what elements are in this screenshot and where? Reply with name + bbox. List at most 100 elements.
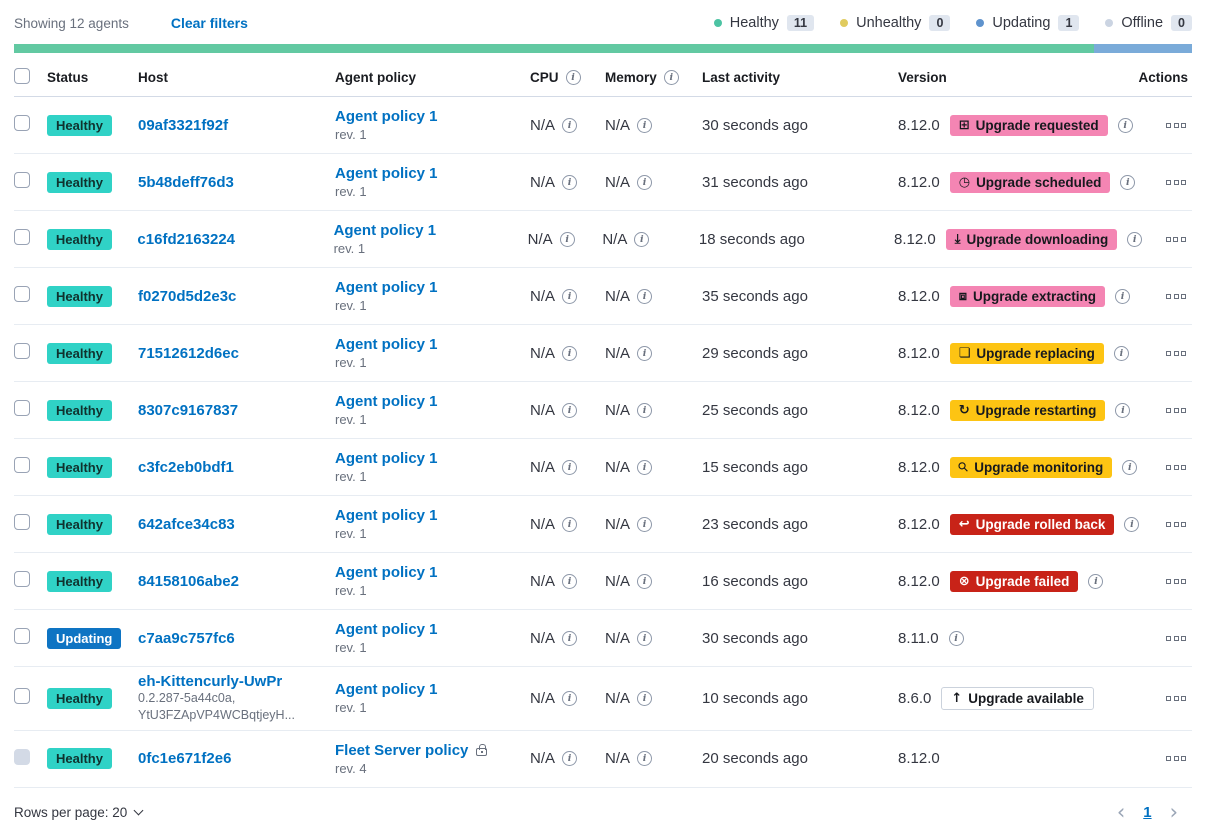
- upgrade-info-icon[interactable]: i: [1120, 174, 1136, 190]
- info-icon[interactable]: i: [637, 117, 653, 133]
- policy-revision: rev. 1: [335, 640, 367, 655]
- row-checkbox[interactable]: [14, 628, 30, 644]
- legend-item-offline[interactable]: Offline 0: [1105, 15, 1192, 31]
- host-link[interactable]: c16fd2163224: [137, 230, 236, 248]
- actions-button[interactable]: [1164, 176, 1188, 189]
- policy-link[interactable]: Agent policy 1: [335, 564, 438, 581]
- info-icon[interactable]: i: [562, 345, 578, 361]
- policy-link[interactable]: Agent policy 1: [335, 507, 438, 524]
- info-icon[interactable]: i: [637, 690, 653, 706]
- legend-item-healthy[interactable]: Healthy 11: [713, 15, 815, 31]
- host-link[interactable]: 8307c9167837: [138, 401, 239, 419]
- table-row: Healthy c3fc2eb0bdf1 Agent policy 1 rev.…: [14, 439, 1192, 496]
- info-icon[interactable]: i: [637, 573, 653, 589]
- upgrade-info-icon[interactable]: i: [1127, 231, 1143, 247]
- policy-link[interactable]: Agent policy 1: [335, 450, 438, 467]
- upgrade-info-icon[interactable]: i: [1124, 516, 1140, 532]
- info-icon[interactable]: i: [637, 459, 653, 475]
- row-checkbox[interactable]: [14, 688, 30, 705]
- info-icon[interactable]: i: [562, 459, 578, 475]
- row-checkbox[interactable]: [14, 343, 30, 359]
- clear-filters-link[interactable]: Clear filters: [170, 15, 248, 31]
- cpu-value: N/A: [530, 116, 556, 134]
- policy-link[interactable]: Agent policy 1: [333, 222, 437, 239]
- info-icon[interactable]: i: [562, 516, 578, 532]
- previous-page-button[interactable]: ‹: [1116, 799, 1126, 824]
- upgrade-info-icon[interactable]: i: [948, 630, 964, 646]
- actions-button[interactable]: [1164, 632, 1188, 645]
- info-icon[interactable]: i: [637, 288, 653, 304]
- info-icon[interactable]: i: [637, 174, 653, 190]
- info-icon[interactable]: i: [637, 402, 653, 418]
- actions-button[interactable]: [1164, 119, 1188, 132]
- info-icon[interactable]: i: [637, 751, 653, 767]
- info-icon[interactable]: i: [562, 690, 578, 706]
- actions-button[interactable]: [1164, 461, 1188, 474]
- row-checkbox[interactable]: [14, 457, 30, 473]
- info-icon[interactable]: i: [637, 516, 653, 532]
- actions-button[interactable]: [1164, 290, 1188, 303]
- info-icon[interactable]: i: [663, 70, 679, 85]
- info-icon[interactable]: i: [565, 70, 581, 85]
- host-link[interactable]: 0fc1e671f2e6: [138, 750, 232, 768]
- host-link[interactable]: eh-Kittencurly-UwPr: [138, 673, 283, 690]
- info-icon[interactable]: i: [562, 751, 578, 767]
- actions-button[interactable]: [1164, 233, 1188, 246]
- host-link[interactable]: 71512612d6ec: [138, 344, 239, 362]
- upgrade-info-icon[interactable]: i: [1117, 117, 1133, 133]
- host-link[interactable]: c7aa9c757fc6: [138, 629, 235, 647]
- row-checkbox[interactable]: [14, 571, 30, 587]
- host-link[interactable]: f0270d5d2e3c: [138, 287, 237, 305]
- row-checkbox[interactable]: [14, 172, 30, 188]
- row-checkbox[interactable]: [14, 229, 30, 245]
- info-icon[interactable]: i: [562, 117, 578, 133]
- actions-button[interactable]: [1164, 404, 1188, 417]
- legend-item-unhealthy[interactable]: Unhealthy 0: [840, 15, 951, 31]
- upgrade-info-icon[interactable]: i: [1115, 402, 1131, 418]
- policy-link[interactable]: Agent policy 1: [335, 279, 438, 296]
- upgrade-info-icon[interactable]: i: [1122, 459, 1138, 475]
- policy-link[interactable]: Agent policy 1: [335, 108, 438, 125]
- agents-toolbar: Showing 12 agents Clear filters Healthy …: [14, 10, 1192, 36]
- info-icon[interactable]: i: [637, 630, 653, 646]
- row-checkbox[interactable]: [14, 400, 30, 416]
- table-row: Healthy f0270d5d2e3c Agent policy 1 rev.…: [14, 268, 1192, 325]
- last-activity: 16 seconds ago: [702, 572, 808, 590]
- rows-per-page-button[interactable]: Rows per page: 20: [14, 805, 144, 820]
- host-link[interactable]: 84158106abe2: [138, 572, 239, 590]
- info-icon[interactable]: i: [562, 288, 578, 304]
- select-all-checkbox[interactable]: [14, 68, 30, 84]
- info-icon[interactable]: i: [562, 402, 578, 418]
- row-checkbox[interactable]: [14, 286, 30, 302]
- page-1-button[interactable]: 1: [1143, 803, 1152, 821]
- info-icon[interactable]: i: [637, 345, 653, 361]
- actions-button[interactable]: [1164, 692, 1188, 705]
- updating-dot-icon: [976, 19, 985, 27]
- policy-link[interactable]: Agent policy 1: [335, 336, 438, 353]
- actions-button[interactable]: [1164, 752, 1188, 765]
- legend-item-updating[interactable]: Updating 1: [976, 15, 1080, 31]
- row-checkbox[interactable]: [14, 514, 30, 530]
- host-link[interactable]: c3fc2eb0bdf1: [138, 458, 234, 476]
- actions-button[interactable]: [1164, 575, 1188, 588]
- info-icon[interactable]: i: [562, 573, 578, 589]
- info-icon[interactable]: i: [559, 231, 575, 247]
- policy-link[interactable]: Agent policy 1: [335, 681, 438, 699]
- next-page-button[interactable]: ›: [1169, 799, 1178, 824]
- upgrade-info-icon[interactable]: i: [1115, 288, 1131, 304]
- info-icon[interactable]: i: [562, 630, 578, 646]
- actions-button[interactable]: [1164, 347, 1188, 360]
- policy-link[interactable]: Fleet Server policy: [335, 741, 469, 759]
- host-link[interactable]: 09af3321f92f: [138, 116, 229, 134]
- policy-link[interactable]: Agent policy 1: [335, 165, 438, 182]
- info-icon[interactable]: i: [562, 174, 578, 190]
- host-link[interactable]: 642afce34c83: [138, 515, 235, 533]
- actions-button[interactable]: [1164, 518, 1188, 531]
- policy-link[interactable]: Agent policy 1: [335, 621, 438, 638]
- upgrade-info-icon[interactable]: i: [1088, 573, 1104, 589]
- row-checkbox[interactable]: [14, 115, 30, 131]
- info-icon[interactable]: i: [634, 231, 650, 247]
- host-link[interactable]: 5b48deff76d3: [138, 173, 234, 191]
- policy-link[interactable]: Agent policy 1: [335, 393, 438, 410]
- upgrade-info-icon[interactable]: i: [1113, 345, 1129, 361]
